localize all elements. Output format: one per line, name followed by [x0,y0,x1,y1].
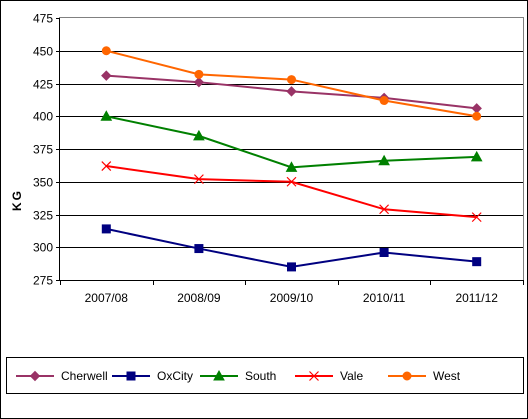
y-tick-label: 450 [33,45,53,59]
data-point-west [194,69,204,79]
legend-marker-vale [309,371,319,381]
legend: Cherwell OxCity South Vale West [16,369,461,383]
data-point-oxcity [194,244,204,254]
legend-item-west: West [388,369,461,383]
data-point-south [100,110,113,121]
data-point-cherwell [286,86,297,97]
series-layer [100,46,483,272]
series-south [100,110,483,172]
legend-label-cherwell: Cherwell [61,369,108,383]
series-west [101,46,482,121]
y-tick-label: 350 [33,176,53,190]
data-point-cherwell [193,76,205,88]
y-tick-label: 475 [33,12,53,26]
y-tick-label: 300 [33,241,53,255]
data-point-oxcity [379,247,389,257]
data-point-vale [193,174,204,185]
data-point-vale [286,176,297,187]
data-point-cherwell [101,70,112,81]
data-point-south [193,129,205,141]
legend-label-west: West [433,369,461,383]
x-tick-label: 2008/09 [177,291,221,305]
data-point-oxcity [287,262,296,272]
x-tick-label: 2007/08 [85,291,129,305]
x-tick-label: 2011/12 [455,291,498,305]
data-point-south [470,150,483,162]
data-point-oxcity [101,224,111,234]
legend-item-cherwell: Cherwell [16,369,108,383]
x-axis-ticks: 2007/08 2008/09 2009/10 2010/11 2011/12 [59,18,524,305]
data-point-vale [379,204,390,215]
x-tick-label: 2009/10 [270,291,314,305]
y-tick-label: 425 [33,78,53,92]
data-point-vale [101,161,112,171]
data-point-west [101,46,111,56]
series-vale [101,161,482,223]
data-point-oxcity [472,257,482,267]
legend-item-south: South [200,369,276,383]
legend-marker-south [213,369,225,381]
y-tick-label: 400 [33,110,53,124]
y-tick-label: 325 [33,209,53,223]
data-point-west [379,96,389,106]
series-oxcity [101,224,482,272]
data-point-south [285,161,298,172]
legend-marker-oxcity [126,371,136,381]
data-point-west [472,111,482,121]
x-tick-label: 2010/11 [363,291,406,305]
legend-marker-west [402,371,412,381]
legend-label-vale: Vale [340,369,363,383]
data-point-south [378,154,390,166]
legend-label-oxcity: OxCity [157,369,193,383]
y-tick-label: 275 [33,274,53,288]
data-point-west [287,75,296,85]
legend-item-oxcity: OxCity [112,369,193,383]
legend-marker-cherwell [29,370,41,382]
series-cherwell [101,70,482,114]
y-axis-ticks: 275 300 325 350 375 400 425 450 475 [33,12,60,288]
y-tick-label: 375 [33,143,53,157]
legend-box [6,357,524,394]
data-point-vale [471,212,482,223]
legend-item-vale: Vale [295,369,363,383]
legend-label-south: South [245,369,276,383]
y-axis-label: KG [10,189,24,211]
